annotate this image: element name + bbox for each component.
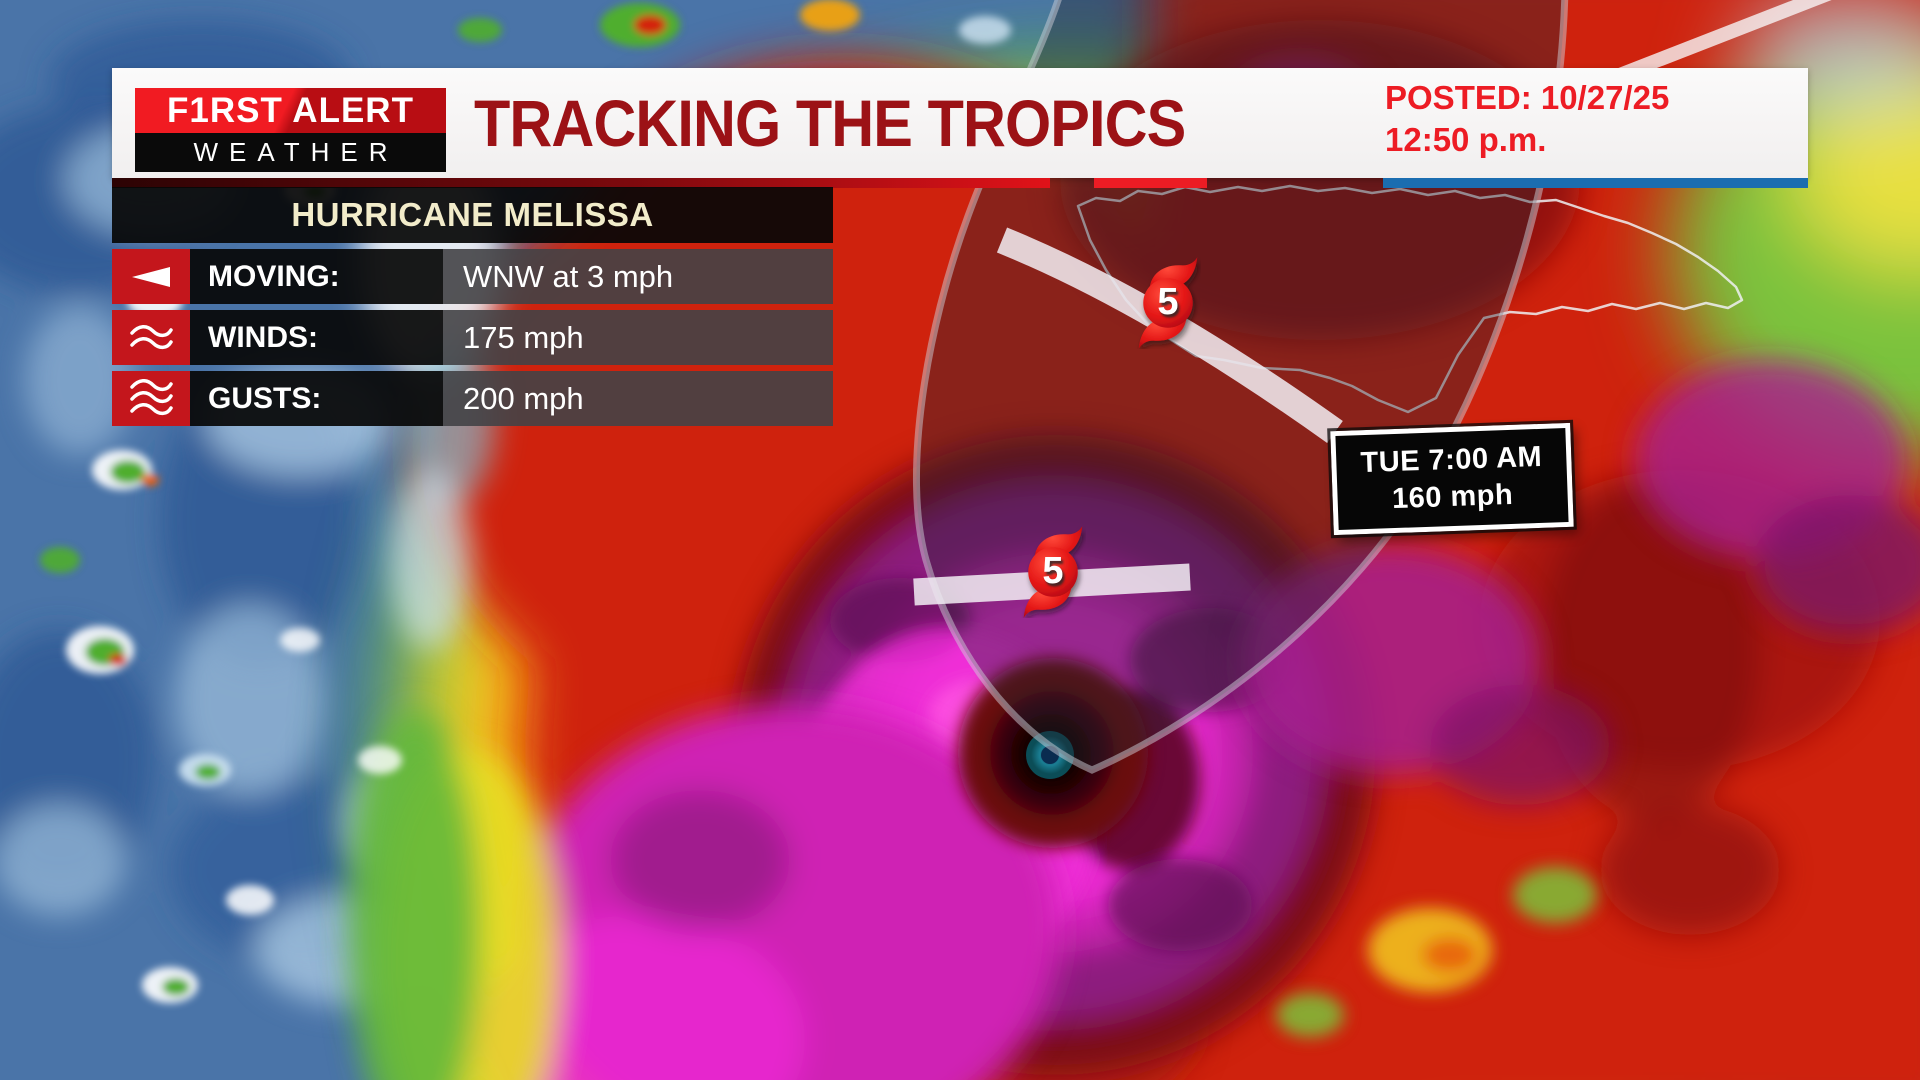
forecast-point-marker: 5: [1020, 526, 1086, 618]
callout-time: TUE 7:00 AM: [1359, 440, 1543, 480]
header-bar: F1RST ALERT WEATHER TRACKING THE TROPICS…: [112, 68, 1808, 178]
arrow-left-icon: [112, 249, 190, 304]
jamaica-coastline: [1076, 184, 1744, 414]
posted-time: 12:50 p.m.: [1385, 121, 1547, 158]
logo-first-alert: F1RST ALERT: [135, 88, 446, 133]
row-label: GUSTS:: [190, 371, 443, 426]
storm-name-title: HURRICANE MELISSA: [112, 187, 833, 243]
station-logo: F1RST ALERT WEATHER: [135, 88, 446, 172]
posted-timestamp: POSTED: 10/27/25 12:50 p.m.: [1385, 77, 1669, 161]
forecast-callout: TUE 7:00 AM 160 mph: [1327, 419, 1577, 539]
logo-weather: WEATHER: [135, 133, 446, 172]
panel-row-moving: MOVING: WNW at 3 mph: [112, 249, 833, 304]
page-title: TRACKING THE TROPICS: [474, 86, 1186, 160]
header-underline-blue: [1383, 178, 1808, 188]
forecast-point-marker: 5: [1135, 257, 1201, 349]
category-number: 5: [1157, 281, 1179, 323]
waves-three-icon: [112, 371, 190, 426]
row-value: WNW at 3 mph: [443, 249, 833, 304]
callout-wind: 160 mph: [1391, 478, 1514, 516]
posted-date: POSTED: 10/27/25: [1385, 79, 1670, 116]
header-underline-red: [1094, 178, 1207, 188]
row-label: MOVING:: [190, 249, 443, 304]
waves-two-icon: [112, 310, 190, 365]
row-label: WINDS:: [190, 310, 443, 365]
row-value: 200 mph: [443, 371, 833, 426]
panel-row-winds: WINDS: 175 mph: [112, 310, 833, 365]
hurricane-symbol-icon: [1138, 257, 1198, 349]
row-value: 175 mph: [443, 310, 833, 365]
storm-info-panel: HURRICANE MELISSA MOVING: WNW at 3 mph W…: [112, 187, 833, 426]
category-number: 5: [1042, 550, 1064, 592]
panel-row-gusts: GUSTS: 200 mph: [112, 371, 833, 426]
hurricane-symbol-icon: [1023, 526, 1083, 618]
header-underline-gradient: [112, 178, 1050, 188]
